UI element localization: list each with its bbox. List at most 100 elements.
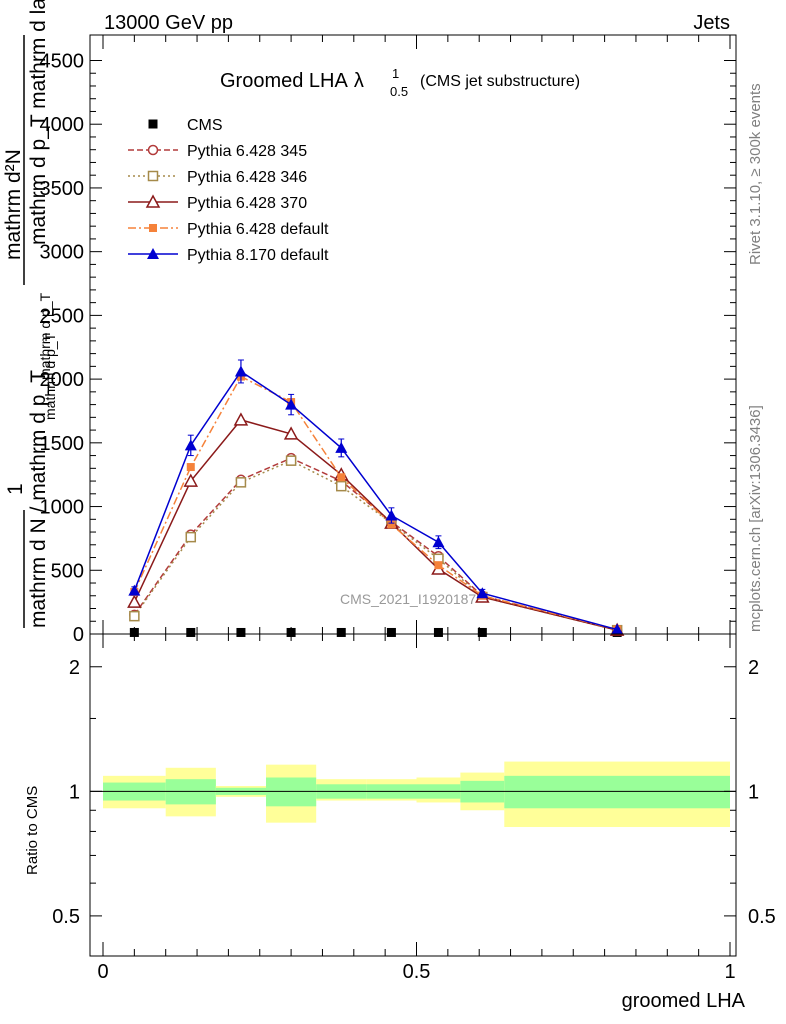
title-note: (CMS jet substructure) [420,73,580,90]
ylabel-line-2: mathrm d p_T [37,292,53,380]
xlabel: groomed LHA [622,990,746,1012]
title-main: Groomed LHA [220,70,348,92]
ylabel-line-1: mathrm d p_T mathrm d lambda [27,0,50,245]
marker-triangle-open [283,426,299,440]
legend-item-cms: CMS [148,117,223,134]
marker-triangle-open [233,412,249,426]
marker-triangle-filled [432,536,445,548]
marker-triangle-filled [184,439,197,451]
y-tick-label: 3500 [40,178,85,200]
ratio-y-ticks: 0.5 0.5 1 1 2 2 [52,657,776,928]
marker-square-open [285,455,297,466]
series-cms [129,627,622,637]
ylabel-line-4: mathrm d N / mathrm d p_T [27,370,50,628]
legend: CMS Pythia 6.428 345 Pythia 6.428 346 Pythi… [128,117,329,264]
ratio-y-tick-label: 2 [69,657,80,679]
marker-square-filled [337,473,346,482]
x-tick-label: 0.5 [403,961,431,983]
y-tick-label: 500 [51,560,84,582]
watermark: CMS_2021_I1920187 [340,591,476,607]
marker-square-filled [434,561,443,570]
marker-triangle-filled [385,509,398,521]
title-sub: 0.5 [390,84,408,99]
marker-square-open [129,610,140,622]
marker-square-filled [387,520,396,529]
marker-triangle-filled [611,623,624,635]
marker-square [186,627,196,637]
y-tick-label: 3000 [40,242,85,264]
marker-triangle-filled [476,587,489,599]
marker-square [148,119,158,129]
ratio-bands [103,761,730,827]
legend-item-p6def: Pythia 6.428 default [128,221,329,238]
series-p345 [129,452,623,636]
ratio-plot: 0.5 0.51 12 2 0 0.5 1 Ratio to CMS groomed LH… [24,633,776,1012]
ratio-x-ticks: 0 0.5 1 [97,634,736,983]
y-tick-label: 4500 [40,50,85,72]
series-line-p346 [133,459,618,631]
ratio-y-tick-label-right: 0.5 [748,906,776,928]
y-tick-label: 1000 [40,497,85,519]
legend-item-p8def: Pythia 8.170 default [128,247,329,264]
legend-label: Pythia 6.428 346 [187,169,307,186]
marker-square-open [336,480,347,492]
band-inner [266,777,317,807]
x-tick-label: 1 [724,961,735,983]
legend-label: Pythia 6.428 345 [187,143,307,160]
marker-square [336,627,346,637]
y-tick-label: 2500 [40,305,85,327]
marker-square [129,627,139,637]
legend-item-p370: Pythia 6.428 370 [128,194,307,212]
marker-square-open [235,477,247,488]
marker-triangle-filled [335,441,348,453]
series-p346 [129,455,623,636]
marker-square-filled [186,463,195,472]
legend-item-p346: Pythia 6.428 346 [128,169,307,186]
marker-square-filled [149,224,157,232]
marker-triangle-open [145,194,161,208]
legend-item-p345: Pythia 6.428 345 [128,143,307,160]
ratio-y-tick-label: 0.5 [52,906,80,928]
ratio-y-tick-label: 1 [69,781,80,803]
y-tick-label: 4000 [40,114,85,136]
plot-title: Groomed LHA λ [220,70,364,92]
series-p8def [128,359,624,635]
main-y-ticks: 0 500 1000 1500 2000 2500 3000 3500 4000 4500 [40,50,736,646]
header-left: 13000 GeV pp [104,12,233,34]
marker-triangle-filled [128,584,141,596]
ylabel-line-3: 1 [4,483,27,495]
x-tick-label: 0 [97,961,108,983]
header-right: Jets [693,12,730,34]
marker-triangle-filled [147,248,159,259]
y-tick-label: 0 [73,624,84,646]
title-sup: 1 [392,66,399,81]
ylabel-line-5: mathrm d p_T [42,332,58,420]
legend-label: Pythia 6.428 default [187,221,329,238]
marker-triangle-open [127,594,142,608]
marker-triangle-filled [285,398,298,410]
marker-square [433,627,443,637]
marker-triangle-open [183,473,199,487]
ratio-y-tick-label-right: 2 [748,657,759,679]
marker-square [236,627,246,637]
marker-circle [147,144,159,156]
marker-square-open [185,531,197,543]
ylabel-main: mathrm d²N [2,149,25,260]
y-tick-label: 2000 [40,369,85,391]
marker-square [386,627,396,637]
ratio-y-tick-label-right: 1 [748,781,759,803]
series-layer [127,359,625,637]
marker-square [477,627,487,637]
ratio-frame [89,633,737,957]
main-plot: 0 500 1000 1500 2000 2500 3000 3500 4000 4500 CMS… [2,0,737,646]
title-lambda: λ [354,70,364,92]
marker-square [286,627,296,637]
legend-label: Pythia 6.428 370 [187,195,307,212]
band-inner [504,775,730,809]
legend-label: CMS [187,117,223,134]
legend-label: Pythia 8.170 default [187,247,329,264]
marker-triangle-filled [234,365,247,377]
ratio-ylabel: Ratio to CMS [24,786,41,875]
mcplots-label: mcplots.cern.ch [arXiv:1306.3436] [747,405,764,632]
